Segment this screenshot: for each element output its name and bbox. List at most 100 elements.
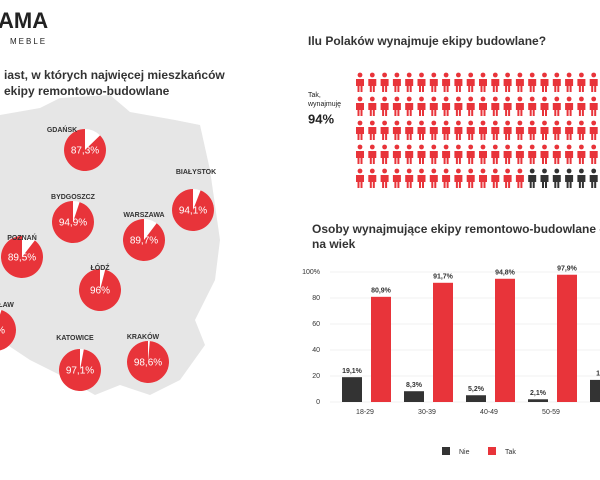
bar — [404, 391, 424, 402]
person-body — [540, 103, 549, 116]
person-head — [517, 144, 523, 150]
person-head — [529, 72, 535, 78]
person-body — [405, 175, 414, 188]
person-body — [442, 103, 451, 116]
person-head — [542, 72, 547, 78]
person-icon — [356, 144, 364, 164]
y-tick-label: 80 — [312, 295, 320, 302]
person-body — [454, 151, 463, 164]
person-icon — [356, 96, 364, 116]
bar — [371, 296, 391, 402]
person-head — [369, 120, 375, 126]
person-icon — [552, 72, 561, 92]
person-icon — [368, 168, 377, 188]
person-body — [392, 103, 401, 116]
bar — [528, 399, 548, 402]
bar — [466, 395, 486, 402]
person-icon — [540, 144, 549, 164]
person-head — [468, 72, 474, 78]
person-head — [431, 96, 437, 102]
person-body — [417, 103, 426, 116]
person-head — [382, 96, 387, 102]
person-head — [443, 168, 449, 174]
person-icon — [540, 168, 549, 188]
person-icon — [565, 120, 574, 140]
person-icon — [540, 120, 549, 140]
person-icon — [429, 120, 438, 140]
person-head — [357, 144, 363, 150]
person-icon — [491, 120, 500, 140]
person-body — [528, 175, 537, 188]
person-icon — [405, 96, 414, 116]
person-icon — [577, 96, 586, 116]
pie-slice — [1, 236, 44, 278]
person-icon — [442, 96, 451, 116]
x-tick-label: 30-39 — [418, 409, 436, 416]
person-icon — [528, 96, 537, 116]
person-body — [417, 127, 426, 140]
person-body — [577, 79, 586, 92]
person-body — [515, 103, 524, 116]
person-body — [565, 103, 574, 116]
person-icon — [466, 72, 475, 92]
person-icon — [392, 96, 401, 116]
map-poland — [0, 95, 220, 395]
person-body — [491, 175, 500, 188]
person-head — [505, 168, 510, 174]
bar-value-label: 91,7% — [433, 274, 454, 281]
person-head — [394, 144, 400, 150]
person-icon — [491, 96, 500, 116]
person-head — [505, 96, 510, 102]
person-body — [565, 127, 574, 140]
person-body — [454, 127, 463, 140]
person-head — [566, 120, 572, 126]
bar-value-label: 94,8% — [495, 270, 516, 277]
person-icon — [503, 168, 512, 188]
person-head — [480, 168, 486, 174]
person-icon — [528, 144, 537, 164]
person-head — [579, 144, 584, 150]
pie-slice — [171, 189, 214, 231]
person-body — [479, 175, 487, 188]
city-label: BYDGOSZCZ — [51, 194, 96, 201]
person-head — [468, 96, 474, 102]
legend-swatch — [442, 447, 450, 455]
person-head — [566, 72, 572, 78]
person-icon — [565, 168, 574, 188]
person-body — [405, 103, 414, 116]
person-body — [589, 151, 598, 164]
pie-value-label: 87,3% — [71, 146, 99, 157]
person-icon — [417, 72, 426, 92]
person-head — [505, 72, 510, 78]
person-head — [492, 72, 498, 78]
person-icon — [577, 168, 586, 188]
pie-value-label: 95% — [0, 326, 5, 337]
person-body — [380, 103, 389, 116]
person-icon — [589, 72, 598, 92]
person-head — [529, 144, 535, 150]
person-icon — [589, 120, 598, 140]
person-body — [503, 79, 512, 92]
pie-slice — [58, 349, 101, 391]
person-head — [591, 144, 597, 150]
person-icon — [429, 96, 438, 116]
bar-value-label: 19,1% — [342, 368, 363, 375]
person-body — [442, 175, 451, 188]
pie-value-label: 89,7% — [130, 236, 158, 247]
person-icon — [417, 144, 426, 164]
person-icon — [577, 144, 586, 164]
person-head — [406, 168, 412, 174]
person-icon — [380, 120, 389, 140]
person-head — [419, 144, 424, 150]
person-head — [456, 120, 461, 126]
person-body — [577, 175, 586, 188]
person-body — [503, 103, 512, 116]
person-icon — [540, 96, 549, 116]
bar — [590, 379, 600, 402]
pie-slice — [0, 310, 16, 351]
person-icon — [552, 120, 561, 140]
person-icon — [368, 120, 377, 140]
map-title: ekipy remontowo-budowlane — [4, 84, 170, 98]
person-head — [394, 168, 400, 174]
